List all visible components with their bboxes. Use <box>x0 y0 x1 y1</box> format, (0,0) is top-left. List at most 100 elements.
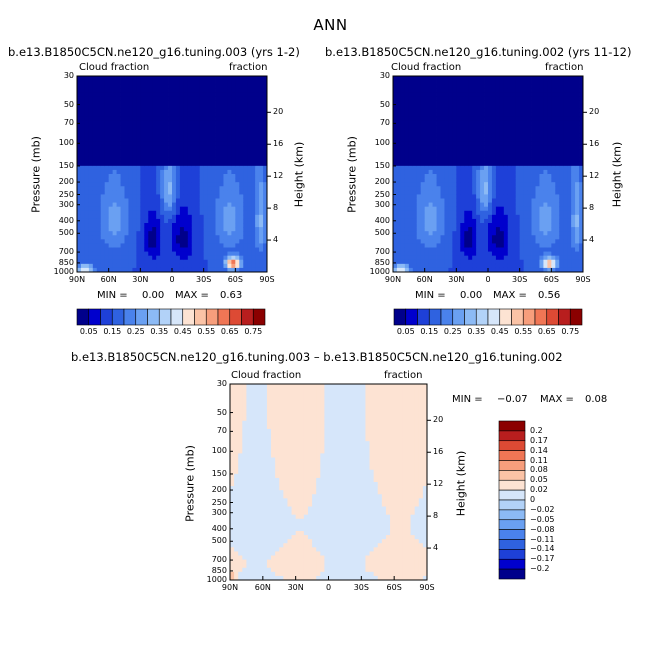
field-cell <box>444 198 449 203</box>
field-cell <box>207 243 212 248</box>
field-cell <box>408 96 414 101</box>
field-cell <box>251 108 256 114</box>
field-cell <box>148 243 153 248</box>
field-cell <box>535 239 540 244</box>
field-cell <box>183 76 189 81</box>
field-cell <box>104 178 110 183</box>
field-cell <box>183 190 189 195</box>
field-cell <box>227 247 232 252</box>
field-cell <box>108 84 114 89</box>
field-cell <box>255 161 260 167</box>
field-cell <box>251 153 256 159</box>
field-cell <box>96 145 102 150</box>
field-cell <box>207 227 212 232</box>
panel2-right-label: fraction <box>545 62 584 73</box>
field-cell <box>172 227 177 232</box>
field-cell <box>140 141 145 146</box>
field-cell <box>92 182 98 187</box>
field-cell <box>535 186 540 191</box>
field-cell <box>116 76 121 81</box>
field-cell <box>84 169 90 175</box>
field-cell <box>104 174 110 179</box>
field-cell <box>108 267 114 273</box>
field-cell <box>539 141 544 146</box>
field-cell <box>468 108 473 114</box>
field-cell <box>507 198 513 203</box>
field-cell <box>416 141 422 146</box>
field-cell <box>539 243 544 248</box>
field-cell <box>523 84 528 89</box>
field-cell <box>476 251 481 257</box>
field-cell <box>84 137 90 142</box>
field-cell <box>104 206 110 212</box>
field-cell <box>124 125 129 130</box>
field-cell <box>452 169 457 175</box>
field-cell <box>100 104 106 110</box>
field-cell <box>571 153 576 159</box>
field-cell <box>242 551 247 556</box>
field-cell <box>132 239 137 244</box>
field-cell <box>555 153 560 159</box>
field-cell <box>247 214 252 220</box>
field-cell <box>100 218 106 224</box>
field-cell <box>393 243 398 248</box>
field-cell <box>160 243 165 248</box>
field-cell <box>211 227 216 232</box>
field-cell <box>480 169 485 175</box>
field-cell <box>136 80 141 85</box>
field-cell <box>408 100 414 105</box>
field-cell <box>420 165 426 171</box>
field-cell <box>476 96 481 101</box>
field-cell <box>104 84 110 89</box>
field-cell <box>575 235 580 240</box>
field-cell <box>484 210 489 216</box>
field-cell <box>393 255 398 261</box>
field-cell <box>148 206 153 212</box>
field-cell <box>495 84 501 89</box>
field-cell <box>140 210 145 216</box>
field-cell <box>511 112 517 118</box>
field-cell <box>132 141 137 146</box>
field-cell <box>436 231 441 236</box>
field-cell <box>219 210 224 216</box>
field-cell <box>250 522 256 528</box>
field-cell <box>168 259 173 265</box>
field-cell <box>559 100 564 105</box>
field-cell <box>559 210 564 216</box>
field-cell <box>215 112 220 118</box>
field-cell <box>404 92 410 97</box>
field-cell <box>571 92 576 97</box>
field-cell <box>456 120 461 126</box>
field-cell <box>164 76 169 81</box>
field-cell <box>100 116 106 122</box>
field-cell <box>144 96 149 101</box>
field-cell <box>511 80 517 85</box>
field-cell <box>235 141 240 146</box>
field-cell <box>464 202 469 208</box>
field-cell <box>539 267 544 273</box>
field-cell <box>515 255 521 261</box>
field-cell <box>571 231 576 236</box>
field-cell <box>452 145 457 150</box>
field-cell <box>444 165 449 171</box>
field-cell <box>567 251 572 257</box>
field-cell <box>250 416 256 422</box>
field-cell <box>100 88 106 93</box>
field-cell <box>164 182 169 187</box>
field-cell <box>211 149 216 154</box>
field-cell <box>191 214 197 220</box>
field-cell <box>164 243 169 248</box>
field-cell <box>436 149 441 154</box>
field-cell <box>523 182 528 187</box>
field-cell <box>199 80 205 85</box>
field-cell <box>547 100 552 105</box>
field-cell <box>571 243 576 248</box>
field-cell <box>247 255 252 261</box>
field-cell <box>88 210 94 216</box>
field-cell <box>152 247 157 252</box>
field-cell <box>555 186 560 191</box>
field-cell <box>231 145 236 150</box>
field-cell <box>444 96 449 101</box>
field-cell <box>484 80 489 85</box>
field-cell <box>144 129 149 134</box>
